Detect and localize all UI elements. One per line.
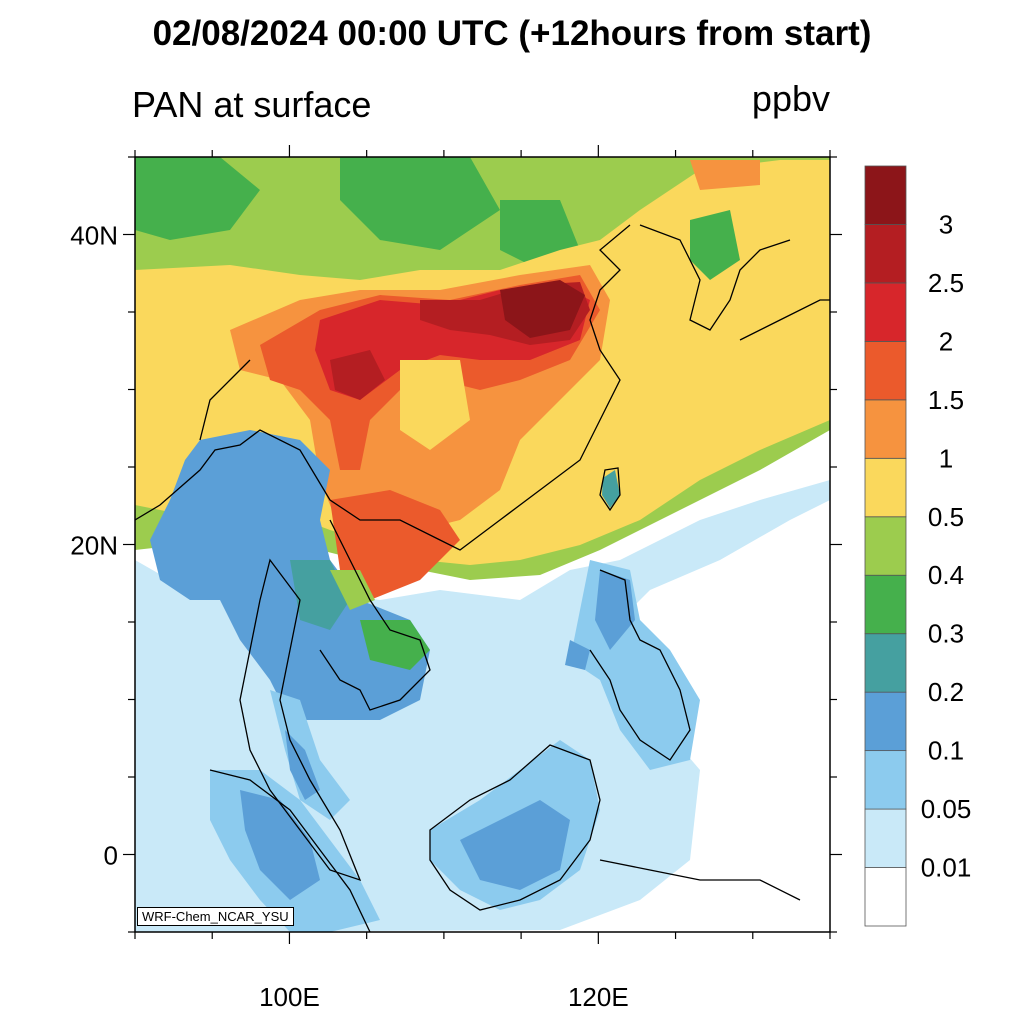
- variable-label: PAN at surface: [132, 84, 372, 125]
- colorbar-swatch: [864, 750, 907, 810]
- colorbar-label: 0.2: [928, 677, 964, 707]
- indochina-blue: [150, 430, 430, 720]
- model-credit: WRF-Chem_NCAR_YSU: [137, 907, 294, 926]
- lat-label: 0: [104, 841, 118, 871]
- colorbar: 0.01 0.05 0.1 0.2 0.3 0.4 0.5 1 1.5 2 2.5 3: [864, 165, 972, 927]
- colorbar-label: 0.05: [921, 794, 972, 824]
- colorbar-label: 2: [939, 326, 953, 356]
- colorbar-swatch: [864, 399, 907, 459]
- colorbar-swatch: [864, 691, 907, 752]
- colorbar-swatch: [864, 340, 907, 401]
- colorbar-label: 1.5: [928, 385, 964, 415]
- lat-label: 40N: [70, 221, 118, 251]
- map-title: 02/08/2024 00:00 UTC (+12hours from star…: [152, 14, 872, 53]
- colorbar-swatch: [864, 457, 907, 518]
- axis-ticks: [123, 145, 842, 944]
- colorbar-label: 0.3: [928, 619, 964, 649]
- colorbar-swatch: [864, 282, 907, 342]
- colorbar-swatch: [864, 165, 907, 225]
- colorbar-swatch: [864, 808, 907, 868]
- coastlines: [135, 224, 830, 932]
- colorbar-swatch: [864, 867, 907, 927]
- lon-label: 120E: [568, 982, 629, 1012]
- colorbar-label: 0.4: [928, 560, 964, 590]
- colorbar-label: 0.5: [928, 502, 964, 532]
- colorbar-label: 2.5: [928, 268, 964, 298]
- concentration-field: [135, 157, 830, 932]
- colorbar-label: 0.01: [921, 853, 972, 883]
- colorbar-label: 0.1: [928, 736, 964, 766]
- lon-label: 100E: [259, 982, 320, 1012]
- colorbar-swatch: [864, 633, 907, 693]
- colorbar-swatch: [864, 574, 907, 635]
- colorbar-label: 1: [939, 443, 953, 473]
- colorbar-swatch: [864, 516, 907, 576]
- colorbar-label: 3: [939, 209, 953, 239]
- colorbar-swatch: [864, 224, 907, 284]
- axis-labels: 40N 20N 0 100E 120E: [70, 221, 628, 1013]
- units-label: ppbv: [751, 78, 830, 119]
- lat-label: 20N: [70, 531, 118, 561]
